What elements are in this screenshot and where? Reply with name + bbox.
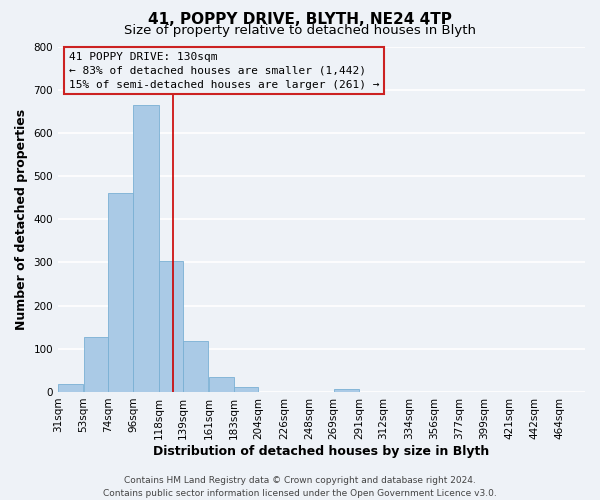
Bar [159, 261, 183, 392]
Text: Size of property relative to detached houses in Blyth: Size of property relative to detached ho… [124, 24, 476, 37]
Bar [108, 194, 133, 392]
Bar [234, 387, 258, 392]
Text: Contains HM Land Registry data © Crown copyright and database right 2024.
Contai: Contains HM Land Registry data © Crown c… [103, 476, 497, 498]
Y-axis label: Number of detached properties: Number of detached properties [15, 108, 28, 330]
Bar [58, 384, 83, 392]
Text: 41, POPPY DRIVE, BLYTH, NE24 4TP: 41, POPPY DRIVE, BLYTH, NE24 4TP [148, 12, 452, 28]
Bar [334, 388, 359, 392]
Bar [133, 105, 158, 392]
X-axis label: Distribution of detached houses by size in Blyth: Distribution of detached houses by size … [154, 444, 490, 458]
Bar [209, 377, 234, 392]
Bar [83, 336, 107, 392]
Bar [183, 342, 208, 392]
Text: 41 POPPY DRIVE: 130sqm
← 83% of detached houses are smaller (1,442)
15% of semi-: 41 POPPY DRIVE: 130sqm ← 83% of detached… [68, 52, 379, 90]
